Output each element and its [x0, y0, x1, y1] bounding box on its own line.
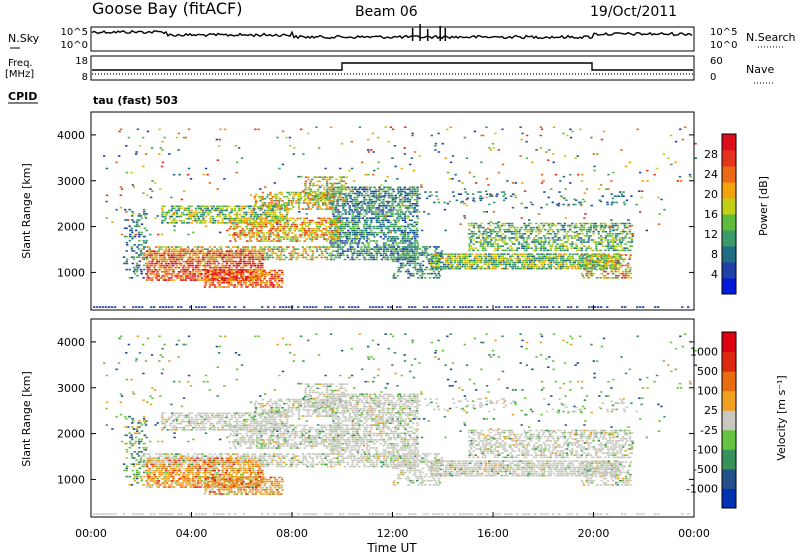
colorbar-segment [722, 198, 736, 215]
power-return-cells [111, 126, 677, 288]
colorbar-segment [722, 332, 736, 353]
y-tick-label: 1000 [57, 266, 85, 279]
x-tick-label: 16:00 [477, 527, 509, 540]
power-yticks: 1000 2000 3000 4000 [57, 129, 694, 279]
y-tick-label: 3000 [57, 175, 85, 188]
nave-label: Nave [746, 63, 774, 76]
freq-ytick-bottom: 8 [82, 72, 88, 83]
colorbar-tick-label: 20 [704, 188, 718, 201]
power-colorbar: 28 24 20 16 12 8 4 [704, 133, 737, 295]
colorbar-segment [722, 468, 736, 489]
station-title: Goose Bay (fitACF) [92, 0, 242, 18]
colorbar-frame [721, 331, 737, 509]
colorbar-segment [722, 488, 736, 509]
x-tick-label: 08:00 [276, 527, 308, 540]
nsky-ytick-bottom: 10^0 [61, 40, 88, 51]
colorbar-segment [722, 230, 736, 247]
colorbar-segment [722, 182, 736, 199]
velocity-return-cells [145, 457, 284, 495]
colorbar-tick-label: 500 [697, 365, 718, 378]
freq-unit-label: [MHz] [5, 69, 34, 80]
velocity-return-cells [105, 333, 666, 486]
x-tick-label: 12:00 [377, 527, 409, 540]
nsearch-ytick-bottom: 10^0 [710, 40, 737, 51]
velocity-colorbar-label: Velocity [m s⁻¹] [775, 375, 788, 460]
y-tick-label: 2000 [57, 428, 85, 441]
colorbar-tick-label: -1000 [686, 482, 718, 495]
colorbar-segment [722, 134, 736, 151]
velocity-return-cells [103, 333, 697, 495]
colorbar-segment [722, 166, 736, 183]
colorbar-frame [721, 133, 737, 295]
colorbar-tick-label: 4 [711, 268, 718, 281]
colorbar-tick-label: -500 [693, 463, 718, 476]
colorbar-tick-label: 16 [704, 208, 718, 221]
velocity-colorbar: 1000 500 100 25 -25 -100 -500 -1000 [686, 331, 737, 509]
nave-ytick-top: 60 [710, 56, 723, 67]
colorbar-segment [722, 262, 736, 279]
colorbar-segment [722, 449, 736, 470]
y-tick-label: 4000 [57, 336, 85, 349]
colorbar-tick-label: 25 [704, 404, 718, 417]
cpid-label: CPID [8, 90, 37, 103]
freq-label: Freq. [8, 58, 33, 69]
velocity-scatter [93, 333, 697, 515]
colorbar-segment [722, 150, 736, 167]
colorbar-segment [722, 246, 736, 263]
colorbar-tick-label: 28 [704, 148, 718, 161]
nsearch-ytick-top: 10^5 [710, 27, 737, 38]
power-return-cells [128, 126, 673, 279]
velocity-yticks: 1000 2000 3000 4000 [57, 336, 694, 486]
velocity-return-cells [105, 333, 692, 495]
colorbar-segment [722, 429, 736, 450]
nsky-trace [91, 29, 693, 40]
x-tick-label: 00:00 [75, 527, 107, 540]
power-scatter [93, 126, 697, 308]
x-tick-label: 20:00 [578, 527, 610, 540]
time-axis: 00:00 04:00 08:00 12:00 16:00 20:00 00:00 [75, 305, 710, 540]
nsearch-label: N.Search [746, 31, 796, 44]
colorbar-segment [722, 351, 736, 372]
y-tick-label: 2000 [57, 221, 85, 234]
y-tick-label: 4000 [57, 129, 85, 142]
x-tick-label: 04:00 [176, 527, 208, 540]
date-title: 19/Oct/2011 [590, 4, 677, 20]
colorbar-tick-label: -25 [700, 424, 718, 437]
nsky-label: N.Sky [8, 32, 40, 45]
time-axis-label: Time UT [366, 541, 417, 554]
colorbar-segment [722, 390, 736, 411]
freq-ytick-top: 18 [75, 56, 88, 67]
freq-panel-frame [90, 55, 695, 81]
power-ylabel: Slant Range [km] [20, 163, 33, 259]
cpid-value: tau (fast) 503 [93, 94, 178, 107]
colorbar-segment [722, 371, 736, 392]
beam-title: Beam 06 [355, 4, 418, 20]
y-tick-label: 1000 [57, 473, 85, 486]
nsky-ytick-top: 10^5 [61, 27, 88, 38]
freq-trace [92, 62, 693, 71]
colorbar-tick-label: 12 [704, 228, 718, 241]
colorbar-tick-label: 8 [711, 248, 718, 261]
power-return-cells [105, 130, 692, 279]
colorbar-segment [722, 278, 736, 295]
nsky-panel-frame [90, 26, 695, 52]
power-colorbar-label: Power [dB] [757, 176, 770, 236]
nsky-spikes [411, 24, 447, 41]
colorbar-tick-label: 100 [697, 385, 718, 398]
colorbar-segment [722, 214, 736, 231]
x-tick-label: 00:00 [678, 527, 710, 540]
colorbar-tick-label: 24 [704, 168, 718, 181]
colorbar-tick-label: 1000 [690, 346, 718, 359]
y-tick-label: 3000 [57, 382, 85, 395]
colorbar-tick-label: -100 [693, 443, 718, 456]
velocity-ylabel: Slant Range [km] [20, 371, 33, 467]
colorbar-segment [722, 410, 736, 431]
nave-ytick-bottom: 0 [710, 72, 716, 83]
